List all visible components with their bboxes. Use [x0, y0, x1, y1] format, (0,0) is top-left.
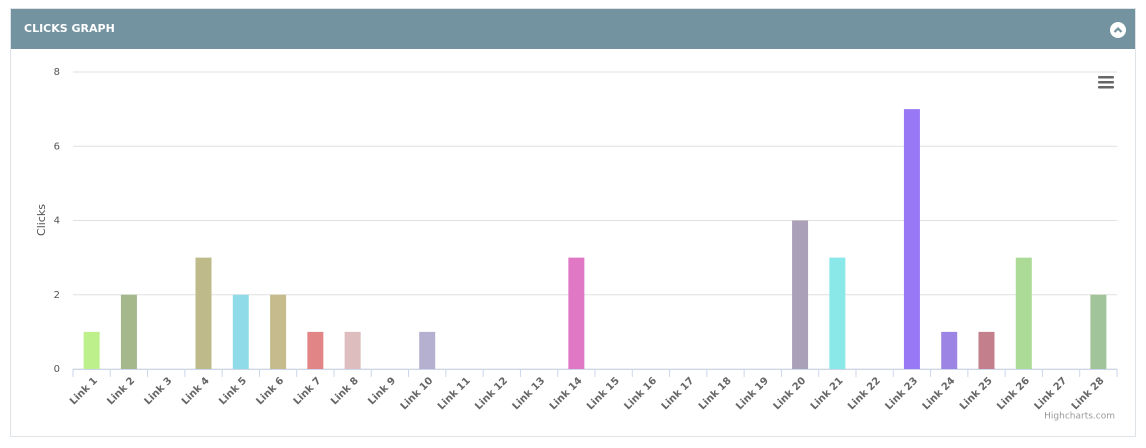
y-tick-label: 0 [54, 364, 60, 375]
x-tick-label: Link 21 [809, 375, 846, 412]
panel: CLICKS GRAPH [10, 8, 1136, 437]
x-tick-label: Link 4 [180, 375, 212, 407]
panel-title: CLICKS GRAPH [24, 22, 115, 35]
bar [978, 331, 995, 369]
x-tick-label: Link 14 [548, 375, 585, 412]
x-tick-label: Link 9 [366, 375, 398, 407]
y-tick-label: 4 [54, 216, 60, 227]
x-tick-label: Link 15 [585, 375, 622, 412]
menu-button[interactable] [1098, 76, 1114, 89]
y-tick-label: 8 [54, 67, 60, 78]
x-tick-label: Link 20 [772, 375, 809, 412]
x-tick-label: Link 22 [846, 375, 883, 412]
bar [1090, 294, 1107, 369]
collapse-button[interactable] [1110, 22, 1126, 38]
x-tick-label: Link 24 [921, 375, 958, 412]
bar [232, 294, 249, 369]
x-tick-label: Link 17 [660, 375, 697, 412]
bar [1015, 257, 1032, 369]
bar [270, 294, 287, 369]
x-tick-label: Link 28 [1070, 375, 1107, 412]
panel-header: CLICKS GRAPH [11, 9, 1135, 49]
bar [195, 257, 212, 369]
y-axis-title: Clicks [35, 204, 48, 236]
x-tick-label: Link 6 [254, 375, 286, 407]
x-tick-label: Link 8 [329, 375, 361, 407]
bar [83, 331, 100, 369]
x-tick-label: Link 26 [995, 375, 1032, 412]
x-tick-label: Link 7 [292, 375, 324, 407]
x-tick-label: Link 10 [399, 375, 436, 412]
x-tick-label: Link 12 [473, 375, 510, 412]
x-tick-label: Link 5 [217, 375, 249, 407]
credits: Highcharts.com [1044, 412, 1115, 422]
bar [307, 331, 324, 369]
x-tick-label: Link 11 [436, 375, 473, 412]
bar [941, 331, 958, 369]
x-tick-label: Link 25 [958, 375, 995, 412]
bar [829, 257, 846, 369]
bar [419, 331, 436, 369]
y-tick-label: 6 [54, 141, 60, 152]
x-tick-label: Link 23 [883, 375, 920, 412]
x-tick-label: Link 3 [143, 375, 175, 407]
x-tick-label: Link 13 [511, 375, 548, 412]
x-tick-label: Link 1 [68, 375, 100, 407]
x-tick-label: Link 27 [1033, 375, 1070, 412]
x-tick-label: Link 16 [622, 375, 659, 412]
x-tick-label: Link 2 [105, 375, 137, 407]
y-tick-label: 2 [54, 290, 60, 301]
bar [903, 109, 920, 369]
x-tick-label: Link 18 [697, 375, 734, 412]
x-tick-label: Link 19 [734, 375, 771, 412]
bar [120, 294, 137, 369]
bar [568, 257, 585, 369]
bar [344, 331, 361, 369]
bar [792, 220, 809, 369]
